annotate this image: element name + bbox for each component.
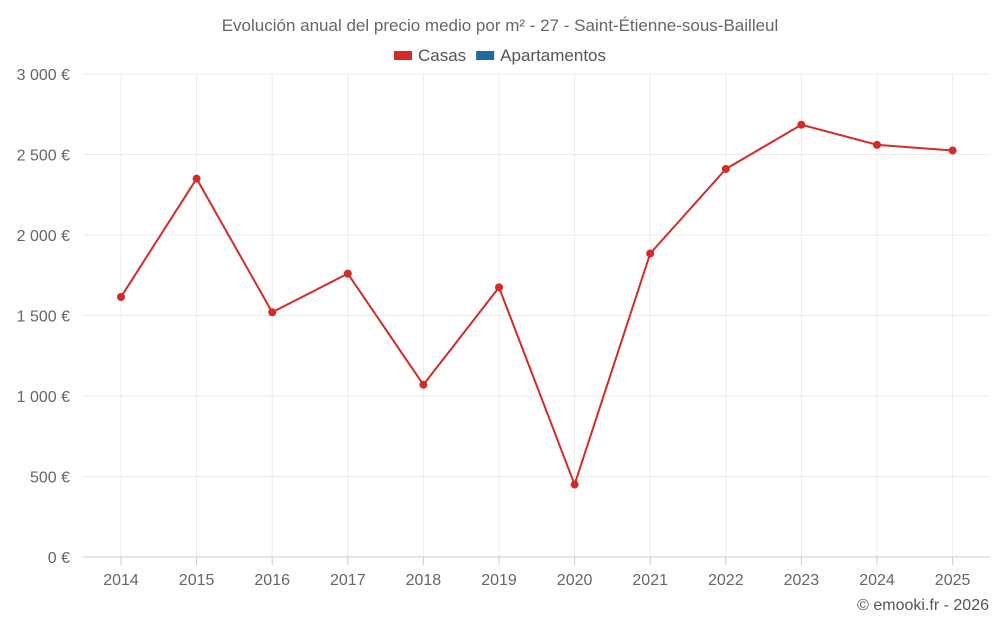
data-point[interactable] (343, 269, 352, 278)
data-point[interactable] (495, 283, 503, 292)
legend-label: Apartamentos (500, 46, 606, 65)
credit-text: © emooki.fr - 2026 (857, 597, 989, 614)
legend-swatch (476, 51, 495, 60)
x-tick-label: 2021 (632, 572, 668, 589)
data-point[interactable] (721, 164, 730, 173)
y-tick-label: 1 000 € (17, 389, 70, 406)
x-tick-label: 2016 (254, 572, 290, 589)
data-point[interactable] (268, 308, 277, 317)
data-point[interactable] (797, 120, 806, 129)
x-tick-label: 2020 (557, 572, 593, 589)
y-tick-label: 500 € (30, 470, 70, 487)
x-tick-label: 2025 (935, 572, 971, 589)
series-line (120, 123, 953, 486)
data-point[interactable] (192, 174, 201, 183)
y-axis: 0 € 500 € 1 000 € 1 500 € 2 000 € 2 500 € 3 00… (17, 67, 70, 567)
x-tick-label: 2017 (330, 572, 366, 589)
y-tick-label: 2 500 € (17, 148, 70, 165)
y-tick-label: 3 000 € (17, 67, 70, 84)
data-point[interactable] (646, 249, 655, 258)
y-tick-label: 1 500 € (17, 309, 70, 326)
data-point[interactable] (419, 380, 428, 389)
data-point[interactable] (873, 140, 881, 149)
data-point[interactable] (117, 292, 125, 301)
y-tick-label: 2 000 € (17, 228, 70, 245)
x-tick-label: 2022 (708, 572, 744, 589)
legend-item[interactable]: Apartamentos (476, 46, 606, 65)
x-tick-label: 2014 (103, 572, 139, 589)
x-tick-label: 2019 (481, 572, 517, 589)
x-tick-label: 2015 (179, 572, 215, 589)
data-point[interactable] (948, 146, 957, 155)
x-axis: 2014 2015 2016 2017 2018 2019 2020 2021 2022 2023… (83, 556, 990, 589)
series-layer (117, 120, 957, 489)
x-tick-label: 2018 (406, 572, 442, 589)
x-tick-label: 2024 (859, 572, 895, 589)
x-tick-label: 2023 (784, 572, 820, 589)
legend-label: Casas (418, 46, 466, 65)
y-tick-label: 0 € (48, 550, 70, 567)
legend-item[interactable]: Casas (393, 46, 466, 65)
legend: Casas Apartamentos (393, 46, 606, 65)
grid (83, 73, 990, 557)
data-point[interactable] (570, 480, 579, 489)
legend-swatch (393, 51, 412, 60)
chart-title: Evolución anual del precio medio por m² … (222, 16, 779, 35)
